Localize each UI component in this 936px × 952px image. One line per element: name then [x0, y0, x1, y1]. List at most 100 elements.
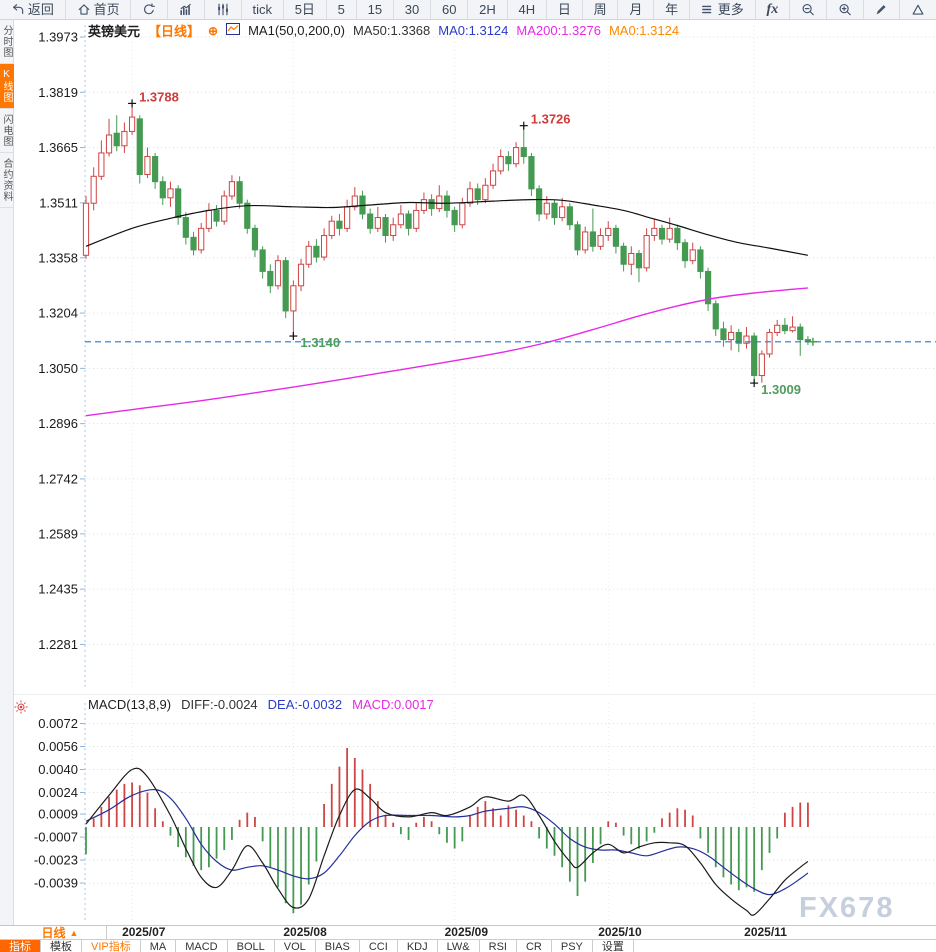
chart-type-sidebar: 分时图 K线图 闪电图 合约资料 [0, 20, 14, 925]
main-chart-legend: 英镑美元 【日线】 ⊕ MA1(50,0,200,0) MA50:1.3368 … [88, 21, 679, 40]
main-y-tick-label: 1.2896 [38, 416, 78, 431]
toolbar-5m-button[interactable]: 5 [327, 0, 357, 19]
toolbar-day-button[interactable]: 日 [547, 0, 583, 19]
sliders-icon [216, 2, 230, 17]
zoom-out-icon [801, 2, 815, 17]
indicator-tabbar: 指标 模板 VIP指标 MA MACD BOLL VOL BIAS CCI KDJ LW& RSI CR… [0, 939, 936, 952]
toolbar-more-label: 更多 [717, 2, 744, 17]
triangle-icon [911, 2, 925, 17]
macd-settings-icon[interactable] [13, 699, 29, 720]
toolbar-day-label: 日 [557, 2, 571, 17]
toolbar-home-button[interactable]: 首页 [66, 0, 132, 19]
refresh-icon [142, 2, 156, 17]
dea-value: DEA:-0.0032 [267, 697, 343, 712]
macd-histogram [85, 747, 809, 914]
tab-macd[interactable]: MACD [176, 940, 228, 952]
macd-y-tick-label: 0.0072 [38, 716, 78, 731]
x-axis-row: 日线 ▲ 2025/07 2025/08 2025/09 2025/10 2025/11 [0, 925, 936, 940]
tab-cci[interactable]: CCI [360, 940, 398, 952]
toolbar-year-label: 年 [665, 2, 679, 17]
toolbar-more-button[interactable]: 更多 [690, 0, 756, 19]
toolbar-15m-button[interactable]: 15 [357, 0, 394, 19]
toolbar-5d-label: 5日 [294, 2, 315, 17]
price-annotation: 1.3726 [531, 112, 571, 127]
toolbar-week-button[interactable]: 周 [583, 0, 619, 19]
tab-vol[interactable]: VOL [275, 940, 316, 952]
toolbar-4h-label: 4H [518, 2, 536, 17]
tab-psy[interactable]: PSY [552, 940, 593, 952]
home-icon [77, 2, 91, 17]
sidebar-item-kline[interactable]: K线图 [0, 64, 14, 109]
toolbar-indicators-button[interactable] [205, 0, 242, 19]
main-y-tick-label: 1.3204 [38, 306, 78, 321]
macd-value: MACD:0.0017 [352, 697, 434, 712]
macd-legend: MACD(13,8,9) DIFF:-0.0024 DEA:-0.0032 MA… [88, 697, 434, 712]
toolbar-5d-button[interactable]: 5日 [284, 0, 327, 19]
x-axis-month-label: 2025/07 [122, 925, 166, 939]
toolbar-fx-label: fx [766, 2, 779, 17]
toolbar-week-label: 周 [593, 2, 607, 17]
macd-y-tick-label: 0.0024 [38, 785, 78, 800]
toolbar-refresh-button[interactable] [131, 0, 169, 19]
toolbar-home-label: 首页 [93, 2, 120, 17]
toolbar-4h-button[interactable]: 4H [508, 0, 547, 19]
diff-value: DIFF:-0.0024 [181, 697, 258, 712]
period-label: 【日线】 [148, 24, 201, 39]
main-y-tick-label: 1.3973 [38, 30, 78, 45]
main-y-tick-label: 1.2435 [38, 582, 78, 597]
toolbar-year-button[interactable]: 年 [654, 0, 690, 19]
toolbar-60m-label: 60 [441, 2, 457, 17]
sidebar-item-lightning[interactable]: 闪电图 [0, 109, 14, 153]
main-y-tick-label: 1.3358 [38, 250, 78, 265]
tab-settings[interactable]: 设置 [593, 940, 634, 952]
toolbar-2h-label: 2H [479, 2, 496, 17]
toolbar-chart-style-button[interactable] [168, 0, 205, 19]
toolbar-zoom-in-button[interactable] [827, 0, 864, 19]
toolbar-back-button[interactable]: 返回 [0, 0, 66, 19]
macd-title: MACD(13,8,9) [88, 697, 172, 712]
ma50-value: MA50:1.3368 [352, 23, 431, 38]
macd-y-tick-label: 0.0040 [38, 762, 78, 777]
main-y-tick-label: 1.2281 [38, 637, 78, 652]
main-y-tick-label: 1.2589 [38, 526, 78, 541]
main-y-tick-label: 1.3050 [38, 361, 78, 376]
toolbar-fx-button[interactable]: fx [756, 0, 791, 19]
tab-indicator[interactable]: 指标 [0, 940, 41, 952]
diff-line [85, 767, 809, 916]
toolbar-draw-button[interactable] [864, 0, 901, 19]
ma-settings-text: MA1(50,0,200,0) [248, 23, 345, 38]
toolbar-60m-button[interactable]: 60 [431, 0, 469, 19]
tab-cr[interactable]: CR [517, 940, 552, 952]
tab-boll[interactable]: BOLL [228, 940, 275, 952]
tab-template[interactable]: 模板 [41, 940, 82, 952]
toolbar-30m-button[interactable]: 30 [394, 0, 432, 19]
tab-rsi[interactable]: RSI [480, 940, 517, 952]
tab-vip[interactable]: VIP指标 [82, 940, 141, 952]
price-annotation: 1.3009 [761, 382, 801, 397]
add-compare-icon[interactable]: ⊕ [208, 23, 219, 38]
macd-y-tick-label: 0.0009 [38, 807, 78, 822]
ma0-blue-value: MA0:1.3124 [438, 23, 509, 38]
sidebar-item-timeshare[interactable]: 分时图 [0, 20, 14, 64]
toolbar-2h-button[interactable]: 2H [468, 0, 508, 19]
price-annotation: 1.3788 [139, 89, 179, 104]
period-selector[interactable]: 日线 ▲ [14, 926, 107, 940]
tab-ma[interactable]: MA [141, 940, 177, 952]
period-selector-label: 日线 [41, 926, 66, 940]
tab-lw[interactable]: LW& [438, 940, 480, 952]
toolbar-tick-label: tick [252, 2, 272, 17]
toolbar-zoom-out-button[interactable] [790, 0, 827, 19]
toolbar-tick-button[interactable]: tick [242, 0, 284, 19]
price-annotations: 1.3788 1.3726 1.3140 1.3009 [128, 89, 817, 397]
x-axis-month-label: 2025/10 [598, 925, 642, 939]
sidebar-item-contract[interactable]: 合约资料 [0, 153, 14, 208]
tab-kdj[interactable]: KDJ [398, 940, 438, 952]
symbol-name: 英镑美元 [88, 24, 141, 39]
tab-bias[interactable]: BIAS [316, 940, 360, 952]
toolbar-30m-label: 30 [404, 2, 420, 17]
toolbar-shapes-button[interactable] [900, 0, 936, 19]
toolbar-month-button[interactable]: 月 [618, 0, 655, 19]
bar-chart-icon [179, 2, 193, 17]
main-y-tick-label: 1.3511 [39, 195, 78, 210]
